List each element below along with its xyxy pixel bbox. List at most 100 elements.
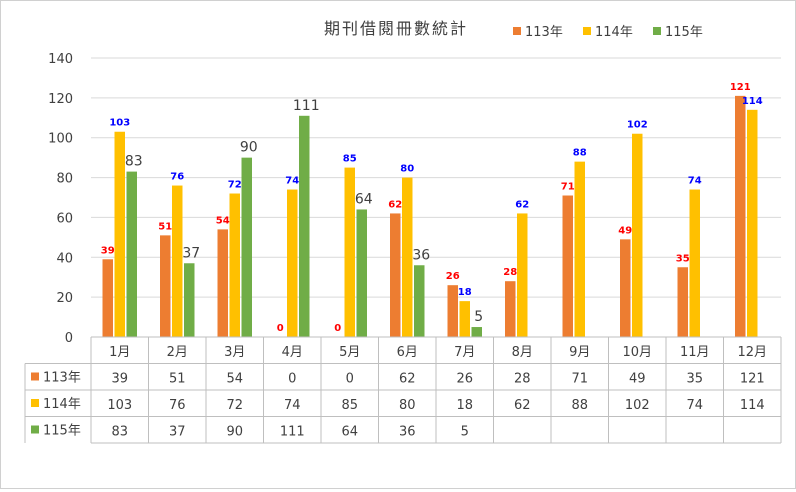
table-cell: 80	[399, 398, 416, 413]
chart-title: 期刊借閱冊數統計	[324, 19, 468, 38]
table-cell: 28	[514, 372, 531, 387]
x-tick-label: 7月	[454, 345, 475, 360]
legend-label: 115年	[665, 25, 703, 40]
table-cell: 103	[107, 398, 132, 413]
data-label: 49	[618, 225, 632, 236]
x-tick-label: 2月	[167, 345, 188, 360]
table-cell: 26	[456, 372, 473, 387]
bar	[114, 131, 125, 337]
y-tick-label: 120	[48, 92, 73, 107]
table-cell: 83	[111, 425, 128, 440]
y-tick-label: 140	[48, 52, 73, 67]
x-tick-label: 8月	[512, 345, 533, 360]
bar	[747, 109, 758, 337]
x-tick-label: 12月	[737, 345, 767, 360]
bar	[402, 177, 413, 337]
data-label: 36	[412, 247, 430, 263]
x-tick-label: 4月	[282, 345, 303, 360]
bar	[241, 157, 252, 337]
table-cell: 111	[280, 425, 305, 440]
y-axis: 0 20 40 60 80 100 120 140	[48, 52, 73, 346]
data-labels: 39 51 54 0 0 62 26 28 71 49 35 121 103 76 72 74 85 80 18 62…	[101, 82, 763, 334]
bar	[447, 285, 458, 337]
bars	[102, 95, 758, 338]
data-label: 83	[125, 154, 143, 170]
table-row-label: 114年	[43, 397, 81, 412]
table-cell: 114	[740, 398, 765, 413]
data-label: 90	[240, 140, 258, 156]
table-cell: 74	[284, 398, 301, 413]
table-cell: 0	[288, 372, 296, 387]
table-cell: 62	[399, 372, 416, 387]
data-label: 85	[343, 154, 357, 165]
data-label: 54	[216, 215, 230, 226]
bar	[414, 265, 425, 337]
data-table: 1月 2月 3月 4月 5月 6月 7月 8月 9月 10月 11月 12月 113年 39 51 54 0 0 6…	[24, 336, 782, 444]
data-label: 72	[228, 180, 242, 191]
data-label: 76	[170, 172, 184, 183]
table-cell: 121	[740, 372, 765, 387]
data-label: 62	[388, 199, 402, 210]
data-label: 102	[627, 120, 648, 131]
table-legend-swatch	[31, 372, 39, 381]
bar	[632, 133, 643, 337]
table-cell: 36	[399, 425, 416, 440]
data-label: 18	[458, 287, 472, 298]
bar	[287, 189, 298, 337]
y-tick-label: 60	[56, 211, 73, 226]
table-cell: 76	[169, 398, 186, 413]
y-tick-label: 0	[65, 331, 73, 346]
y-tick-label: 40	[56, 251, 73, 266]
bar	[620, 239, 631, 337]
table-cell: 88	[571, 398, 588, 413]
bar	[677, 267, 688, 337]
legend: 113年 114年 115年	[513, 25, 703, 40]
bar	[184, 263, 195, 337]
table-cell: 102	[625, 398, 650, 413]
table-cell: 62	[514, 398, 531, 413]
table-legend-swatch	[31, 425, 39, 434]
data-label: 62	[515, 199, 529, 210]
x-tick-label: 3月	[224, 345, 245, 360]
data-label: 74	[688, 176, 702, 187]
bar	[471, 327, 482, 337]
bar	[126, 171, 137, 337]
bar	[160, 235, 171, 337]
data-label: 103	[109, 118, 130, 129]
data-label: 64	[355, 191, 373, 207]
bar	[390, 213, 401, 337]
table-cell: 51	[169, 372, 186, 387]
x-tick-label: 6月	[397, 345, 418, 360]
bar	[102, 259, 113, 337]
legend-swatch	[653, 27, 661, 35]
data-label: 5	[474, 309, 483, 325]
table-cell: 64	[341, 425, 358, 440]
y-tick-label: 80	[56, 172, 73, 187]
table-cell: 37	[169, 425, 186, 440]
legend-label: 113年	[525, 25, 563, 40]
data-label: 0	[277, 323, 284, 334]
x-tick-label: 11月	[680, 345, 710, 360]
table-legend-swatch	[31, 399, 39, 407]
data-label: 37	[182, 245, 200, 261]
y-tick-label: 100	[48, 132, 73, 147]
x-tick-label: 9月	[569, 345, 590, 360]
bar	[574, 161, 585, 337]
table-cell: 5	[461, 425, 469, 440]
bar	[689, 189, 700, 337]
bar	[562, 195, 573, 337]
y-tick-label: 20	[56, 291, 73, 306]
data-label: 80	[400, 164, 414, 175]
bar	[459, 301, 470, 337]
data-label: 111	[293, 98, 320, 114]
gridlines	[91, 57, 781, 298]
bar	[505, 281, 516, 337]
legend-label: 114年	[595, 25, 633, 40]
bar	[517, 213, 528, 337]
bar	[229, 193, 240, 337]
table-cell: 49	[629, 372, 646, 387]
data-label: 114	[742, 96, 763, 107]
data-label: 88	[573, 148, 587, 159]
bar	[356, 209, 367, 337]
